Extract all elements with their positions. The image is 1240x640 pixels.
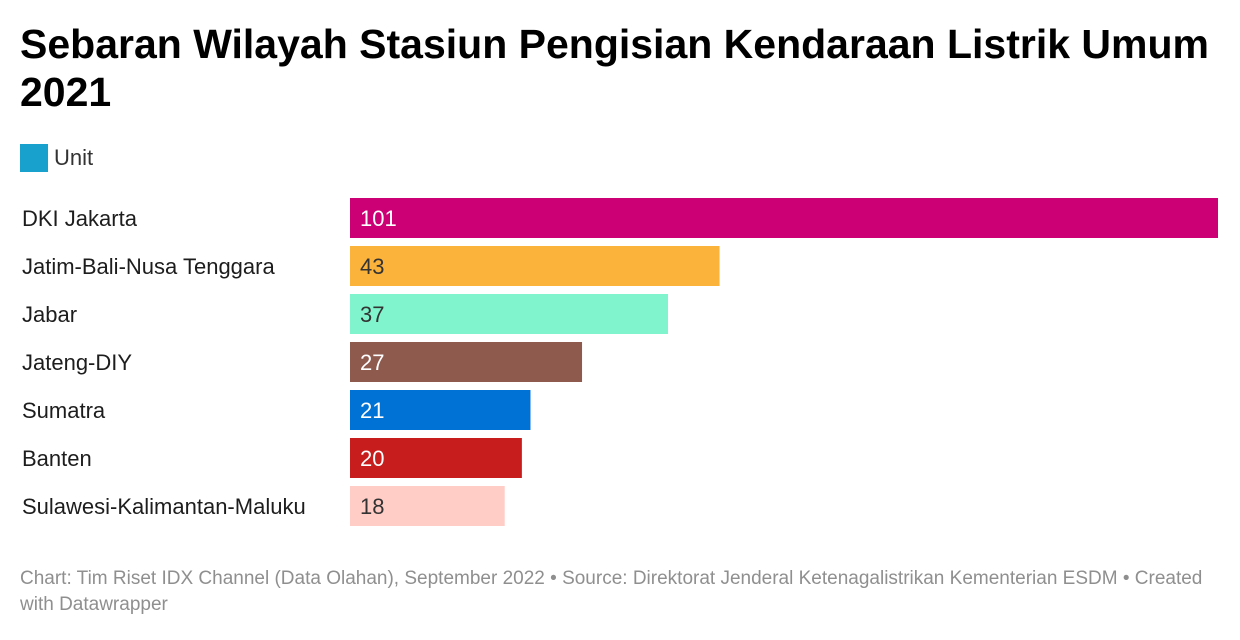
value-label-banten: 20 [360,446,384,471]
legend: Unit [20,144,93,172]
bar-sulawesi-kalimantan-maluku [350,486,505,526]
chart-footer: Chart: Tim Riset IDX Channel (Data Olaha… [20,568,1203,615]
category-label-sumatra: Sumatra [22,398,106,423]
category-label-jatim-bali-nusa-tenggara: Jatim-Bali-Nusa Tenggara [22,254,275,279]
legend-swatch [20,144,48,172]
category-label-jabar: Jabar [22,302,77,327]
value-label-jabar: 37 [360,302,384,327]
category-label-banten: Banten [22,446,92,471]
value-label-jatim-bali-nusa-tenggara: 43 [360,254,384,279]
category-label-jateng-diy: Jateng-DIY [22,350,132,375]
category-label-sulawesi-kalimantan-maluku: Sulawesi-Kalimantan-Maluku [22,494,306,519]
bar-jateng-diy [350,342,583,382]
value-label-dki-jakarta: 101 [360,206,397,231]
bar-sumatra [350,390,531,430]
bar-banten [350,438,522,478]
value-label-sulawesi-kalimantan-maluku: 18 [360,494,384,519]
bar-jatim-bali-nusa-tenggara [350,246,720,286]
chart-title: Sebaran Wilayah Stasiun Pengisian Kendar… [20,21,1209,115]
legend-label: Unit [54,145,94,170]
value-label-sumatra: 21 [360,398,384,423]
category-label-dki-jakarta: DKI Jakarta [22,206,138,231]
value-label-jateng-diy: 27 [360,350,384,375]
bar-jabar [350,294,668,334]
bar-dki-jakarta [350,198,1218,238]
bar-chart: DKI Jakarta 101 Jatim-Bali-Nusa Tenggara 43… [22,198,1218,526]
